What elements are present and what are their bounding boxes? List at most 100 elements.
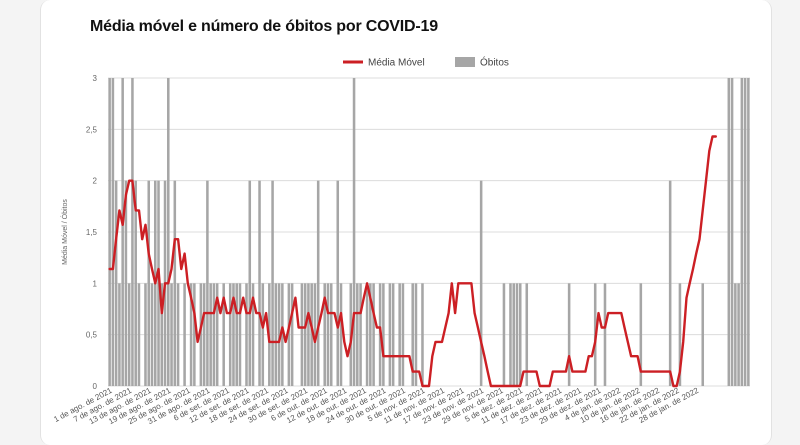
y-tick-label: 1 — [93, 279, 98, 288]
bar-obitos — [414, 283, 418, 386]
bar-obitos — [323, 283, 326, 386]
bar-obitos — [479, 180, 483, 386]
legend: Média Móvel Óbitos — [343, 56, 509, 69]
bar-obitos — [290, 283, 294, 386]
bar-obitos — [369, 283, 372, 386]
y-tick-label: 2 — [93, 177, 98, 186]
bar-obitos — [339, 283, 343, 386]
bar-obitos — [300, 283, 304, 386]
bar-obitos — [183, 283, 186, 386]
bar-obitos — [108, 78, 111, 386]
bar-obitos — [730, 78, 734, 386]
bar-obitos — [118, 283, 121, 386]
bar-series-obitos — [108, 78, 750, 386]
bar-obitos — [307, 283, 310, 386]
bar-obitos — [150, 283, 154, 386]
bar-obitos — [512, 283, 516, 386]
bar-obitos — [365, 283, 369, 386]
bar-obitos — [743, 78, 747, 386]
bar-obitos — [114, 180, 118, 386]
bar-obitos — [411, 283, 414, 386]
y-tick-label: 2,5 — [86, 125, 98, 134]
bar-obitos — [206, 180, 209, 386]
bar-obitos — [359, 283, 362, 386]
bar-obitos — [518, 283, 522, 386]
legend-swatch-obitos — [455, 57, 475, 67]
bar-obitos — [734, 283, 737, 386]
bar-obitos — [329, 283, 333, 386]
bar-obitos — [212, 283, 216, 386]
bar-obitos — [567, 283, 571, 386]
bar-obitos — [303, 283, 307, 386]
bar-obitos — [189, 283, 193, 386]
bar-obitos — [232, 283, 235, 386]
y-axis-ticks: 0 0,5 1 1,5 2 2,5 3 — [86, 74, 98, 391]
bar-obitos — [352, 78, 356, 386]
chart-title: Média móvel e número de óbitos por COVID… — [90, 18, 438, 35]
bar-obitos — [502, 283, 506, 386]
bar-obitos — [258, 180, 261, 386]
bar-obitos — [388, 283, 392, 386]
bar-obitos — [121, 78, 124, 386]
bar-obitos — [313, 283, 317, 386]
y-tick-label: 3 — [93, 74, 98, 83]
bar-obitos — [701, 283, 705, 386]
bar-obitos — [261, 283, 265, 386]
bar-obitos — [639, 283, 643, 386]
bar-obitos — [421, 283, 424, 386]
bar-obitos — [193, 283, 196, 386]
y-tick-label: 0 — [93, 382, 98, 391]
bar-obitos — [382, 283, 385, 386]
legend-label-media-movel: Média Móvel — [368, 58, 425, 69]
bar-obitos — [176, 283, 180, 386]
bar-obitos — [310, 283, 313, 386]
bar-obitos — [215, 283, 219, 386]
bar-obitos — [235, 283, 238, 386]
y-tick-label: 1,5 — [86, 228, 98, 237]
bar-obitos — [127, 283, 131, 386]
line-media-movel — [108, 135, 717, 388]
bar-obitos — [287, 283, 291, 386]
bar-obitos — [251, 283, 255, 386]
bar-obitos — [222, 283, 225, 386]
bar-obitos — [398, 283, 401, 386]
bar-obitos — [144, 283, 147, 386]
bar-obitos — [356, 283, 359, 386]
bar-obitos — [515, 283, 519, 386]
bar-obitos — [737, 283, 740, 386]
bar-obitos — [131, 78, 134, 386]
bar-obitos — [326, 283, 330, 386]
bar-obitos — [134, 180, 137, 386]
bar-obitos — [137, 283, 141, 386]
bar-obitos — [668, 180, 672, 386]
bar-obitos — [248, 180, 252, 386]
bar-obitos — [202, 283, 206, 386]
bar-obitos — [336, 180, 340, 386]
bar-obitos — [228, 283, 232, 386]
bar-obitos — [740, 78, 744, 386]
y-axis-label: Média Móvel / Óbitos — [60, 199, 69, 265]
bar-obitos — [245, 283, 248, 386]
y-tick-label: 0,5 — [86, 331, 98, 340]
bar-obitos — [209, 283, 212, 386]
bar-obitos — [124, 180, 128, 386]
bar-obitos — [160, 283, 164, 386]
bar-obitos — [170, 283, 173, 386]
bar-obitos — [281, 283, 284, 386]
bar-obitos — [401, 283, 405, 386]
bar-obitos — [274, 283, 278, 386]
bar-obitos — [372, 283, 375, 386]
line-series-media-movel — [108, 135, 717, 388]
bar-obitos — [678, 283, 682, 386]
bar-obitos — [111, 78, 115, 386]
bar-obitos — [727, 78, 731, 386]
bar-obitos — [603, 283, 607, 386]
bar-obitos — [271, 180, 274, 386]
bar-obitos — [238, 283, 242, 386]
bar-obitos — [747, 78, 750, 386]
bar-obitos — [391, 283, 395, 386]
bar-obitos — [277, 283, 281, 386]
bar-obitos — [147, 180, 151, 386]
